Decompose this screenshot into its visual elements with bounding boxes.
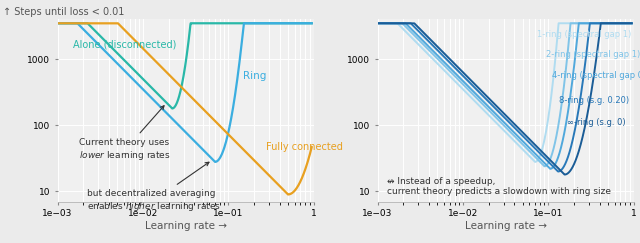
Text: Ring: Ring	[243, 71, 267, 81]
Text: 4-ring (spectral gap 0.67): 4-ring (spectral gap 0.67)	[552, 71, 640, 80]
Text: ↑ Steps until loss < 0.01: ↑ Steps until loss < 0.01	[3, 7, 125, 17]
X-axis label: Learning rate →: Learning rate →	[145, 221, 227, 231]
Text: Alone (disconnected): Alone (disconnected)	[72, 40, 176, 50]
Text: ↮ Instead of a speedup,
current theory predicts a slowdown with ring size: ↮ Instead of a speedup, current theory p…	[387, 177, 611, 196]
Text: Current theory uses
$\it{lower}$ learning rates: Current theory uses $\it{lower}$ learnin…	[79, 106, 171, 162]
Text: 8-ring (s.g. 0.20): 8-ring (s.g. 0.20)	[559, 96, 630, 105]
Text: but decentralized averaging
enables $\it{higher}$ learning rates: but decentralized averaging enables $\it…	[87, 162, 221, 213]
Text: Fully connected: Fully connected	[266, 142, 343, 152]
Text: ∞-ring (s.g. 0): ∞-ring (s.g. 0)	[567, 118, 625, 127]
Text: 2-ring (spectral gap 1): 2-ring (spectral gap 1)	[547, 50, 640, 59]
X-axis label: Learning rate →: Learning rate →	[465, 221, 547, 231]
Text: 1-ring (spectral gap 1): 1-ring (spectral gap 1)	[536, 30, 631, 39]
